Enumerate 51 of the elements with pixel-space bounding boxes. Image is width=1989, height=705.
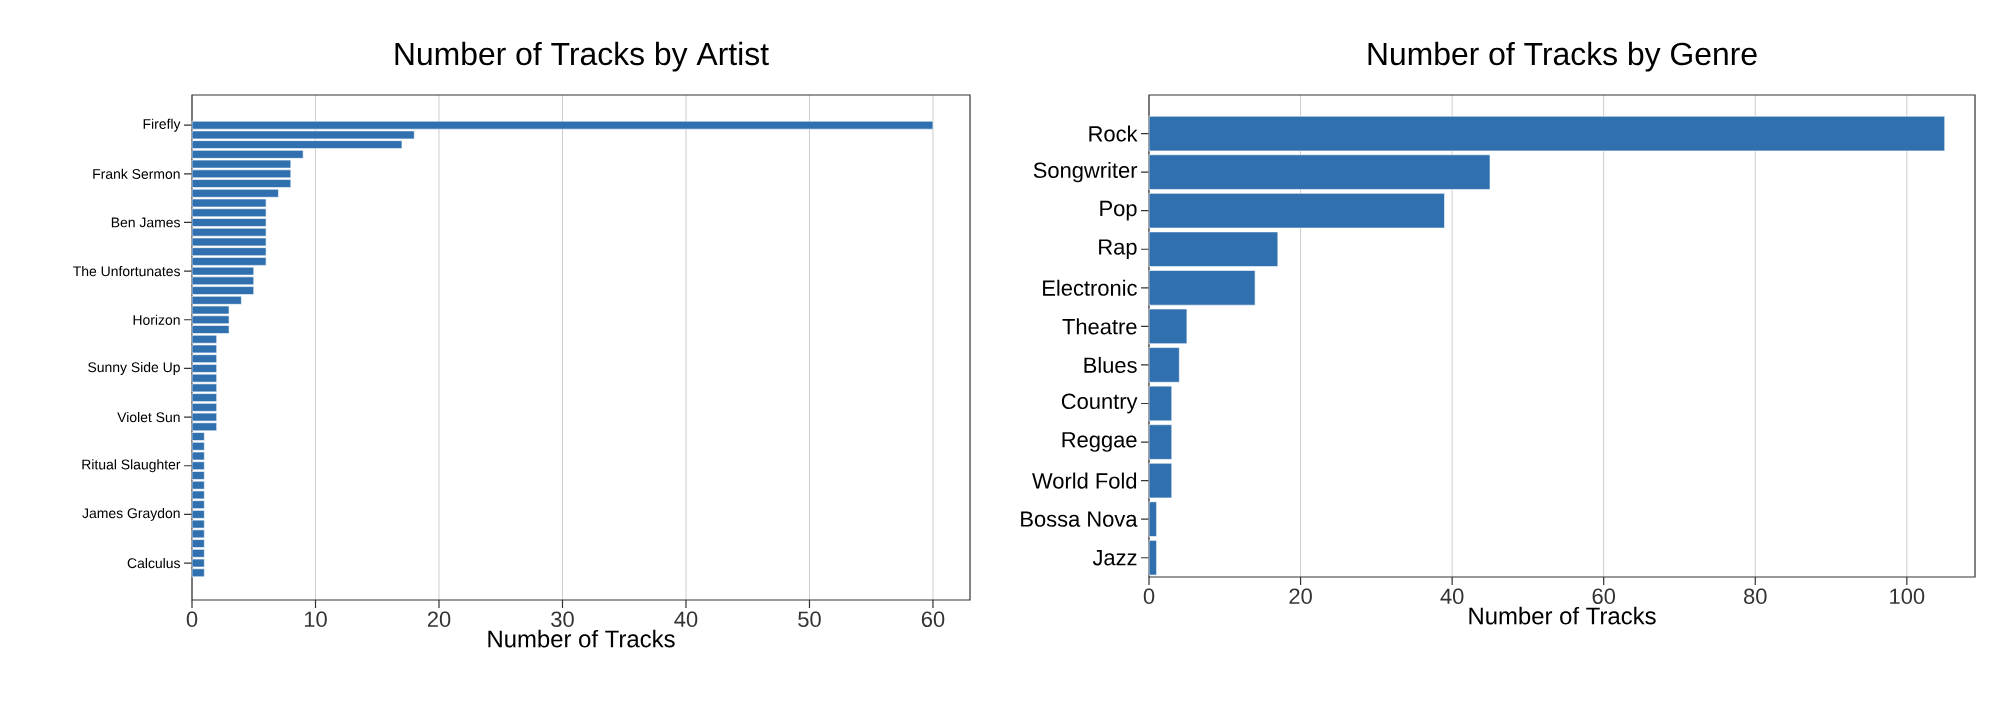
- x-tick-label: 0: [1143, 588, 1155, 605]
- bar: [1148, 462, 1173, 499]
- bar: [1148, 540, 1157, 576]
- y-tick-label: World Fold: [1032, 472, 1137, 489]
- y-tick-label: Rock: [1089, 125, 1138, 142]
- y-tick-label: James Graydon: [82, 507, 180, 521]
- y-tick-label: Bossa Nova: [1021, 511, 1138, 527]
- y-tick-label: Country: [1061, 393, 1138, 414]
- y-tick-label: Ben James: [111, 217, 180, 228]
- bar: [1148, 270, 1256, 306]
- bar: [1148, 385, 1173, 422]
- bar: [1148, 115, 1946, 152]
- y-tick-label: Frank Sermon: [93, 168, 180, 179]
- y-tick-label: Sunny Side Up: [88, 361, 180, 375]
- x-tick-label: 10: [304, 611, 327, 628]
- x-tick-label: 30: [551, 611, 574, 628]
- y-tick-label: The Unfortunates: [73, 266, 180, 277]
- x-tick-label: 100: [1890, 588, 1925, 605]
- y-tick-label: Calculus: [127, 557, 180, 569]
- bar: [1148, 501, 1157, 537]
- y-tick-label: Rap: [1099, 239, 1137, 260]
- x-tick-label: 50: [798, 611, 821, 628]
- bar: [1148, 347, 1180, 383]
- y-tick-label: Ritual Slaughter: [82, 459, 181, 473]
- x-tick-label: 20: [427, 611, 451, 628]
- x-tick-label: 40: [674, 611, 698, 628]
- y-tick-label: Pop: [1100, 200, 1137, 221]
- y-tick-label: Theatre: [1062, 318, 1137, 335]
- bar: [1148, 154, 1491, 190]
- y-tick-label: Blues: [1084, 356, 1137, 373]
- x-tick-label: 60: [921, 611, 945, 628]
- bar: [1148, 193, 1445, 229]
- x-axis-title: Number of Tracks: [1469, 606, 1656, 625]
- y-tick-label: Reggae: [1062, 432, 1137, 452]
- chart-title: Number of Tracks by Artist: [395, 41, 769, 72]
- y-tick-label: Electronic: [1043, 279, 1137, 296]
- y-tick-label: Violet Sun: [117, 411, 180, 423]
- x-tick-label: 40: [1440, 588, 1464, 605]
- bar: [1148, 424, 1173, 460]
- bar: [1148, 308, 1188, 345]
- x-tick-label: 0: [186, 611, 198, 628]
- y-tick-label: Jazz: [1092, 550, 1137, 566]
- x-tick-label: 80: [1744, 588, 1767, 605]
- bar: [1148, 231, 1279, 267]
- y-tick-label: Firefly: [143, 118, 181, 132]
- x-tick-label: 60: [1592, 588, 1616, 605]
- x-axis-title: Number of Tracks: [488, 629, 675, 648]
- y-tick-label: Horizon: [133, 314, 180, 325]
- chart-title: Number of Tracks by Genre: [1368, 41, 1757, 72]
- y-tick-label: Songwriter: [1033, 161, 1138, 183]
- x-tick-label: 20: [1289, 588, 1312, 605]
